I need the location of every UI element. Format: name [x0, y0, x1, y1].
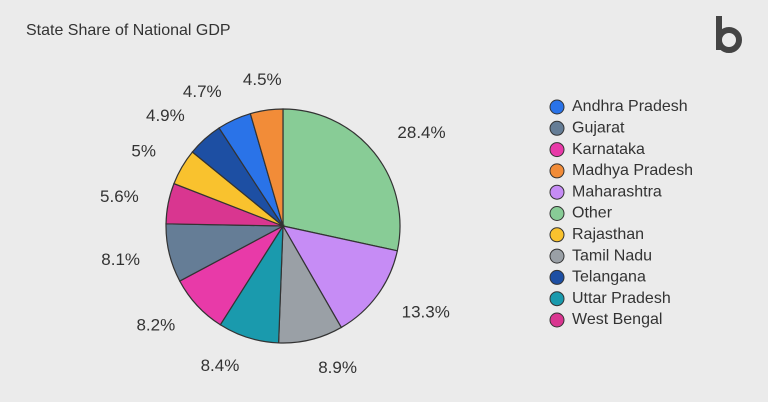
legend-marker	[549, 206, 565, 221]
pie-slice	[281, 225, 399, 329]
logo	[716, 16, 742, 53]
legend-label: Karnataka	[572, 141, 645, 158]
data-label: 5.6%	[100, 187, 139, 206]
legend-marker	[549, 248, 565, 264]
legend-marker	[549, 163, 565, 179]
pie-slice	[282, 108, 401, 252]
data-label: 5%	[131, 141, 156, 160]
legend-marker	[549, 142, 565, 158]
legend-marker	[549, 312, 565, 328]
legend-label: Other	[572, 205, 613, 222]
legend-marker	[549, 120, 565, 136]
legend-label: Tamil Nadu	[572, 247, 652, 264]
legend-marker	[549, 291, 565, 307]
data-label: 8.9%	[318, 358, 357, 377]
data-label: 13.3%	[402, 302, 450, 321]
data-label: 4.9%	[146, 106, 185, 125]
legend-marker	[549, 184, 565, 200]
legend-label: Andhra Pradesh	[572, 98, 688, 115]
data-label: 8.1%	[101, 250, 140, 269]
legend-label: Telangana	[572, 269, 646, 286]
legend-marker	[549, 227, 565, 243]
legend-label: Uttar Pradesh	[572, 290, 671, 307]
legend-marker	[549, 269, 565, 285]
data-label: 4.5%	[243, 70, 282, 89]
data-label: 8.2%	[136, 315, 175, 334]
pie-slice	[249, 108, 284, 227]
legend-label: West Bengal	[572, 311, 662, 328]
legend-marker	[549, 99, 565, 115]
data-label: 4.7%	[183, 82, 222, 101]
chart-title: State Share of National GDP	[26, 22, 231, 39]
data-label: 8.4%	[201, 356, 240, 375]
legend-label: Maharashtra	[572, 183, 662, 200]
legend-label: Madhya Pradesh	[572, 162, 693, 179]
legend-label: Rajasthan	[572, 226, 644, 243]
legend-label: Gujarat	[572, 120, 625, 137]
data-label: 28.4%	[397, 123, 445, 142]
